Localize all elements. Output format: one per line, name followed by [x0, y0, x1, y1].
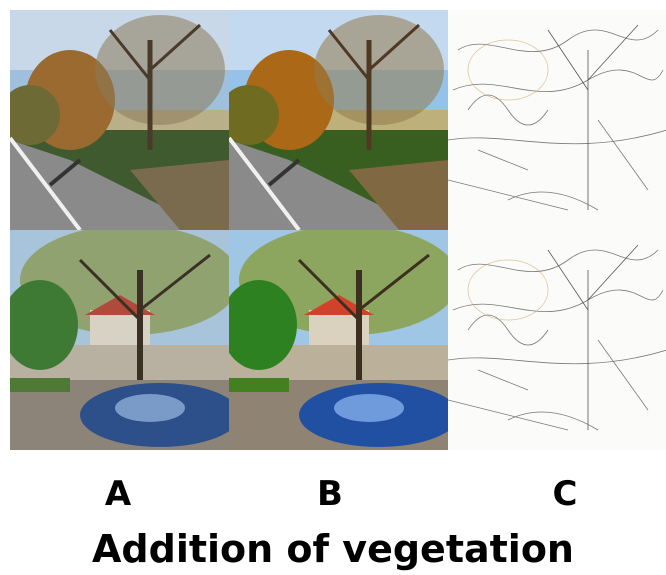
- panel-label: A: [105, 474, 132, 514]
- image-c-bottom: [448, 230, 666, 450]
- image-b-bottom: [221, 225, 459, 450]
- image-a-top: [0, 10, 229, 230]
- image-a-bottom: [2, 225, 240, 450]
- caption: Addition of vegetation: [92, 527, 574, 571]
- panel-label: B: [317, 474, 343, 514]
- figure: A B C Addition of vegetation: [0, 0, 666, 575]
- image-c-top: [448, 10, 666, 230]
- panel-label: C: [553, 474, 578, 514]
- image-b-top: [219, 10, 448, 230]
- page: A B C Addition of vegetation (() => { co…: [0, 0, 666, 575]
